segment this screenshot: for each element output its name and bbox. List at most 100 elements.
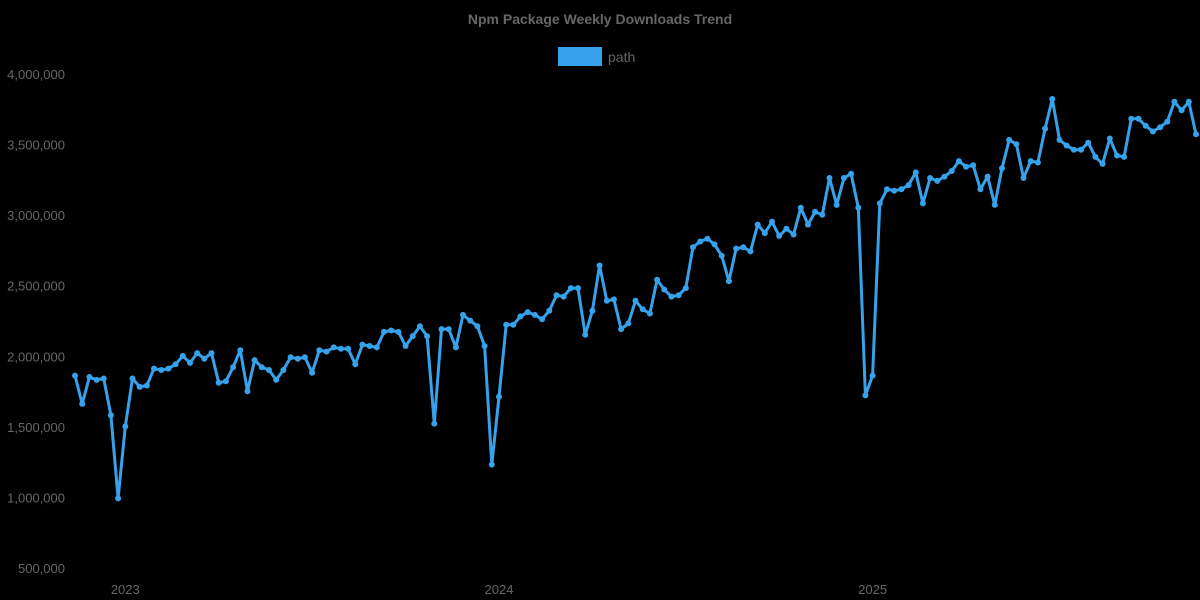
data-point[interactable]	[337, 345, 344, 352]
data-point[interactable]	[395, 328, 402, 335]
data-point[interactable]	[646, 310, 653, 317]
data-point[interactable]	[488, 461, 495, 468]
data-point[interactable]	[402, 343, 409, 349]
data-point[interactable]	[1085, 139, 1092, 146]
data-point[interactable]	[682, 285, 689, 292]
data-point[interactable]	[244, 388, 251, 395]
data-point[interactable]	[618, 326, 625, 333]
data-point[interactable]	[201, 355, 208, 362]
data-point[interactable]	[761, 230, 768, 237]
data-point[interactable]	[826, 175, 833, 181]
data-point[interactable]	[632, 297, 639, 304]
data-point[interactable]	[1128, 115, 1135, 122]
data-point[interactable]	[596, 262, 603, 269]
data-point[interactable]	[912, 169, 919, 176]
data-point[interactable]	[86, 374, 93, 380]
data-point[interactable]	[510, 321, 517, 328]
data-point[interactable]	[345, 345, 352, 352]
data-point[interactable]	[524, 309, 531, 316]
data-point[interactable]	[280, 367, 287, 373]
data-point[interactable]	[740, 244, 747, 251]
data-point[interactable]	[539, 316, 546, 323]
data-point[interactable]	[1193, 131, 1199, 138]
data-point[interactable]	[948, 168, 955, 174]
data-point[interactable]	[862, 392, 869, 399]
legend-label-path[interactable]: path	[608, 49, 635, 65]
data-point[interactable]	[115, 495, 122, 502]
data-point[interactable]	[330, 344, 337, 351]
data-point[interactable]	[438, 326, 445, 333]
data-point[interactable]	[1063, 142, 1070, 149]
data-point[interactable]	[654, 276, 661, 283]
data-point[interactable]	[603, 297, 610, 304]
data-point[interactable]	[589, 307, 596, 314]
data-point[interactable]	[366, 343, 373, 349]
data-point[interactable]	[805, 221, 811, 228]
data-point[interactable]	[208, 350, 215, 357]
data-point[interactable]	[725, 278, 732, 285]
data-point[interactable]	[460, 311, 466, 318]
data-point[interactable]	[215, 379, 222, 386]
data-point[interactable]	[840, 175, 847, 181]
data-point[interactable]	[553, 292, 560, 299]
data-point[interactable]	[833, 201, 840, 208]
data-point[interactable]	[1185, 98, 1192, 105]
data-point[interactable]	[373, 344, 380, 351]
data-point[interactable]	[165, 365, 172, 372]
data-point[interactable]	[474, 323, 481, 330]
data-point[interactable]	[991, 201, 998, 208]
data-point[interactable]	[610, 296, 617, 303]
data-point[interactable]	[1056, 136, 1063, 143]
data-point[interactable]	[359, 341, 366, 348]
data-point[interactable]	[352, 361, 359, 368]
data-point[interactable]	[797, 204, 804, 211]
data-point[interactable]	[711, 241, 718, 248]
data-point[interactable]	[884, 186, 890, 193]
data-point[interactable]	[625, 320, 632, 327]
data-point[interactable]	[122, 423, 129, 430]
data-point[interactable]	[172, 361, 179, 368]
data-point[interactable]	[898, 186, 905, 193]
data-point[interactable]	[697, 238, 704, 245]
data-point[interactable]	[970, 162, 977, 169]
data-point[interactable]	[266, 367, 272, 373]
data-point[interactable]	[1034, 159, 1041, 166]
data-point[interactable]	[467, 317, 474, 324]
data-point[interactable]	[999, 165, 1005, 172]
data-point[interactable]	[93, 376, 100, 383]
data-point[interactable]	[301, 354, 308, 361]
data-point[interactable]	[445, 326, 452, 333]
data-point[interactable]	[1106, 135, 1113, 142]
data-point[interactable]	[237, 347, 244, 354]
data-point[interactable]	[977, 186, 984, 193]
data-point[interactable]	[575, 285, 581, 292]
data-point[interactable]	[848, 170, 855, 177]
data-point[interactable]	[287, 354, 294, 361]
data-point[interactable]	[790, 231, 797, 238]
data-point[interactable]	[1135, 115, 1142, 122]
data-point[interactable]	[1078, 146, 1084, 153]
data-point[interactable]	[273, 376, 280, 383]
data-point[interactable]	[733, 245, 740, 252]
data-point[interactable]	[776, 232, 783, 239]
data-point[interactable]	[963, 163, 970, 170]
data-point[interactable]	[1178, 107, 1185, 114]
data-point[interactable]	[100, 375, 107, 382]
data-point[interactable]	[675, 292, 682, 299]
data-point[interactable]	[704, 235, 711, 242]
data-point[interactable]	[151, 365, 157, 372]
data-point[interactable]	[1049, 96, 1056, 102]
data-point[interactable]	[517, 313, 524, 320]
data-point[interactable]	[855, 204, 862, 211]
data-point[interactable]	[567, 285, 574, 292]
data-point[interactable]	[323, 348, 330, 355]
data-point[interactable]	[309, 369, 316, 376]
data-point[interactable]	[409, 333, 416, 340]
data-point[interactable]	[107, 412, 114, 419]
data-point[interactable]	[891, 187, 898, 194]
data-point[interactable]	[416, 323, 423, 330]
data-point[interactable]	[388, 327, 395, 334]
data-point[interactable]	[381, 328, 387, 335]
data-point[interactable]	[927, 175, 934, 181]
data-point[interactable]	[1020, 175, 1027, 181]
